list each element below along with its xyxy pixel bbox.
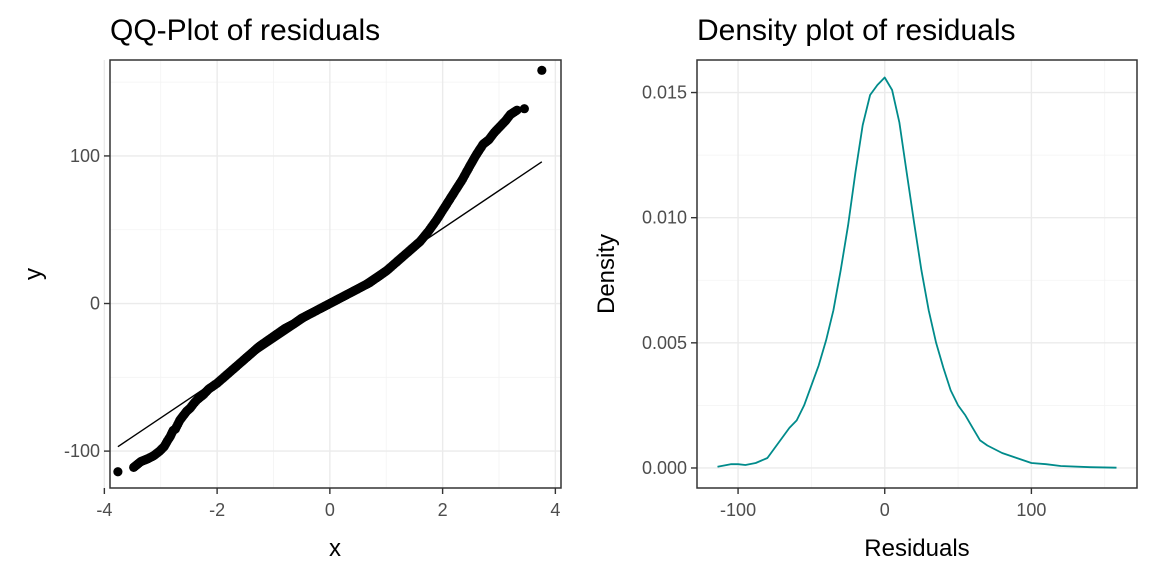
qq-plot-x-axis-title: x xyxy=(329,535,341,562)
qq-point xyxy=(537,65,547,75)
dens-y-tick-label: 0.015 xyxy=(642,83,687,103)
qq-plot-title: QQ-Plot of residuals xyxy=(110,14,380,47)
qq-x-tick-label: -2 xyxy=(209,500,225,520)
dens-y-tick-label: 0.005 xyxy=(642,333,687,353)
density-curve xyxy=(717,76,1117,469)
qq-point xyxy=(113,467,123,477)
density-plot-ticks: -100 0 100 0.000 0.005 0.010 0.015 xyxy=(642,83,1046,520)
density-plot-marks xyxy=(717,76,1117,469)
qq-plot-grid xyxy=(103,60,561,488)
density-plot-title: Density plot of residuals xyxy=(697,14,1016,47)
dens-x-tick-label: 0 xyxy=(880,500,890,520)
density-plot-border xyxy=(696,59,1138,489)
qq-y-tick-label: 0 xyxy=(90,294,100,314)
qq-x-tick-label: 0 xyxy=(325,500,335,520)
density-plot-grid xyxy=(697,60,1137,488)
qq-y-tick-label: -100 xyxy=(64,441,100,461)
qq-y-tick-label: 100 xyxy=(70,146,100,166)
qq-plot-border xyxy=(109,59,562,489)
qq-reference-line xyxy=(117,161,543,448)
dens-y-tick-label: 0.000 xyxy=(642,458,687,478)
qq-x-tick-label: 4 xyxy=(550,500,560,520)
density-plot-panel: Density plot of residuals -100 0 100 0.000 0… xyxy=(593,14,1138,562)
dens-y-tick-label: 0.010 xyxy=(642,208,687,228)
dens-x-tick-label: -100 xyxy=(720,500,756,520)
dens-x-tick-label: 100 xyxy=(1016,500,1046,520)
qq-plot-panel: QQ-Plot of residuals -4 -2 0 2 4 -100 0 100 x y xyxy=(20,14,562,562)
qq-point xyxy=(519,104,529,114)
qq-point xyxy=(511,106,521,116)
density-plot-y-axis-title: Density xyxy=(593,234,620,314)
qq-plot-marks xyxy=(113,65,547,477)
qq-plot-y-axis-title: y xyxy=(20,268,47,280)
density-plot-x-axis-title: Residuals xyxy=(864,535,969,562)
qq-x-tick-label: 2 xyxy=(438,500,448,520)
qq-x-tick-label: -4 xyxy=(96,500,112,520)
qq-plot-ticks: -4 -2 0 2 4 -100 0 100 xyxy=(64,146,560,520)
